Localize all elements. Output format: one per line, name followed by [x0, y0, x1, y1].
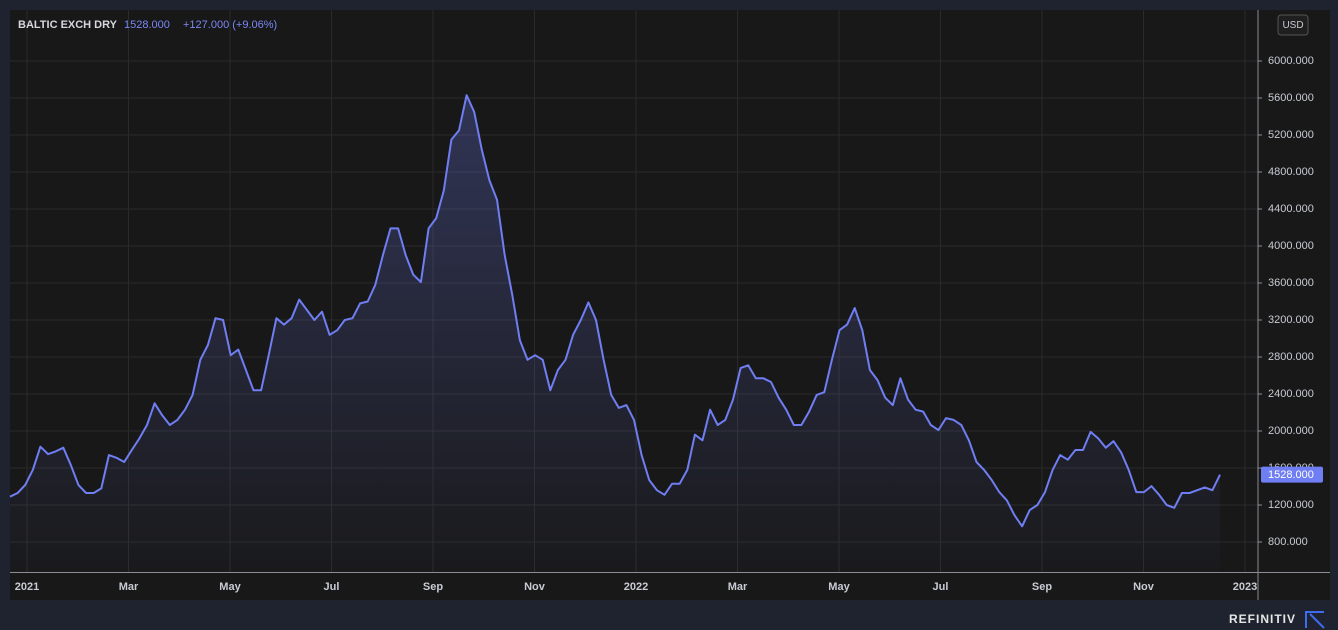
y-tick-label: 6000.000 — [1268, 55, 1314, 67]
y-tick-label: 2000.000 — [1268, 425, 1314, 437]
x-tick-label: 2021 — [15, 581, 39, 593]
x-tick-label: Nov — [524, 581, 546, 593]
y-tick-label: 3600.000 — [1268, 277, 1314, 289]
x-tick-label: Sep — [423, 581, 443, 593]
currency-button[interactable] — [1277, 14, 1309, 36]
x-tick-label: 2023 — [1233, 581, 1257, 593]
y-tick-label: 4000.000 — [1268, 240, 1314, 252]
x-tick-label: Mar — [728, 581, 748, 593]
x-tick-label: Nov — [1133, 581, 1155, 593]
brand-logo — [1305, 611, 1325, 629]
area-fill — [10, 95, 1220, 572]
chart-title: BALTIC EXCH DRY — [18, 19, 118, 31]
price: 1528.000 — [124, 19, 170, 31]
price-line — [9, 94, 1221, 528]
axes: 800.0001200.0001600.0002000.0002400.0002… — [15, 55, 1323, 593]
y-tick-label: 5600.000 — [1268, 92, 1314, 104]
x-tick-label: May — [828, 581, 850, 593]
x-tick-label: Jul — [933, 581, 949, 593]
x-tick-label: Sep — [1032, 581, 1052, 593]
y-tick-label: 1200.000 — [1268, 499, 1314, 511]
y-tick-label: 2400.000 — [1268, 388, 1314, 400]
y-tick-label: 4800.000 — [1268, 166, 1314, 178]
x-tick-label: Jul — [324, 581, 340, 593]
last-price-box — [1261, 466, 1323, 483]
x-tick-label: May — [219, 581, 241, 593]
x-tick-label: 2022 — [624, 581, 648, 593]
y-tick-label: 3200.000 — [1268, 314, 1314, 326]
x-tick-label: Mar — [119, 581, 139, 593]
y-tick-label: 2800.000 — [1268, 351, 1314, 363]
change: +127.000 (+9.06%) — [183, 19, 277, 31]
currency[interactable]: USD — [1282, 20, 1303, 31]
y-tick-label: 4400.000 — [1268, 203, 1314, 215]
brand: REFINITIV — [1229, 612, 1296, 626]
last-price-label: 1528.000 — [1268, 469, 1314, 481]
y-tick-label: 800.000 — [1268, 536, 1308, 548]
plot — [9, 94, 1221, 572]
y-tick-label: 5200.000 — [1268, 129, 1314, 141]
